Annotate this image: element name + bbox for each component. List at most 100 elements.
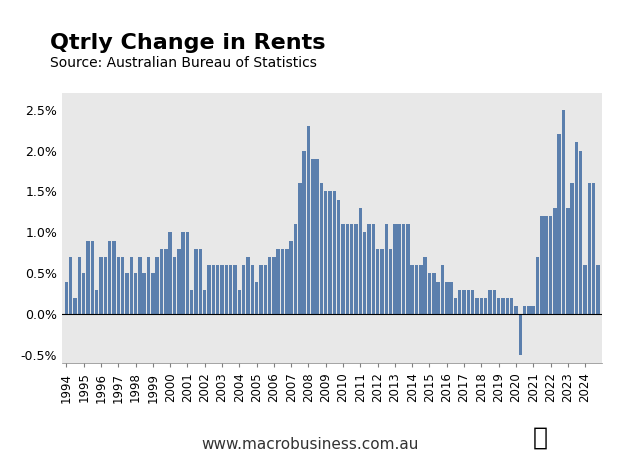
Bar	[194, 249, 198, 315]
Bar	[91, 240, 94, 315]
Bar	[207, 265, 211, 315]
Text: MACRO: MACRO	[503, 35, 578, 54]
Bar	[117, 257, 120, 315]
Bar	[363, 233, 366, 315]
Bar	[263, 265, 267, 315]
Bar	[579, 151, 582, 315]
Bar	[514, 306, 518, 315]
Bar	[523, 306, 527, 315]
Bar	[320, 183, 323, 315]
Bar	[519, 315, 522, 355]
Bar	[458, 290, 461, 315]
Bar	[410, 265, 414, 315]
Bar	[104, 257, 107, 315]
Bar	[545, 216, 548, 315]
Bar	[432, 274, 435, 315]
Bar	[112, 240, 116, 315]
Bar	[125, 274, 129, 315]
Bar	[333, 192, 336, 315]
Bar	[450, 281, 453, 315]
Bar	[168, 233, 172, 315]
Bar	[86, 240, 90, 315]
Bar	[190, 290, 194, 315]
Bar	[380, 249, 384, 315]
Bar	[384, 224, 388, 315]
Bar	[151, 274, 155, 315]
Bar	[540, 216, 543, 315]
Bar	[281, 249, 284, 315]
Bar	[246, 257, 250, 315]
Bar	[592, 183, 596, 315]
Bar	[212, 265, 215, 315]
Bar	[415, 265, 419, 315]
Bar	[177, 249, 181, 315]
Bar	[337, 199, 340, 315]
Bar	[596, 265, 600, 315]
Bar	[587, 183, 591, 315]
Bar	[342, 224, 345, 315]
Bar	[397, 224, 401, 315]
Bar	[315, 159, 319, 315]
Bar	[181, 233, 185, 315]
Bar	[376, 249, 379, 315]
Bar	[354, 224, 358, 315]
Bar	[583, 265, 587, 315]
Bar	[505, 298, 509, 315]
Bar	[147, 257, 150, 315]
Bar	[367, 224, 371, 315]
Bar	[428, 274, 431, 315]
Text: www.macrobusiness.com.au: www.macrobusiness.com.au	[202, 437, 419, 452]
Bar	[233, 265, 237, 315]
Bar	[302, 151, 306, 315]
Bar	[276, 249, 280, 315]
Bar	[164, 249, 168, 315]
Bar	[130, 257, 133, 315]
Bar	[350, 224, 353, 315]
Text: Qtrly Change in Rents: Qtrly Change in Rents	[50, 33, 325, 53]
Bar	[324, 192, 327, 315]
Bar	[492, 290, 496, 315]
Bar	[285, 249, 289, 315]
Bar	[445, 281, 448, 315]
Bar	[173, 257, 176, 315]
Bar	[527, 306, 530, 315]
Bar	[371, 224, 375, 315]
Bar	[566, 208, 569, 315]
Bar	[454, 298, 457, 315]
Bar	[424, 257, 427, 315]
Text: Source: Australian Bureau of Statistics: Source: Australian Bureau of Statistics	[50, 56, 317, 70]
Bar	[250, 265, 254, 315]
Bar	[289, 240, 293, 315]
Bar	[82, 274, 86, 315]
Bar	[497, 298, 501, 315]
Bar	[294, 224, 297, 315]
Bar	[311, 159, 314, 315]
Bar	[65, 281, 68, 315]
Bar	[307, 126, 310, 315]
Bar	[203, 290, 206, 315]
Bar	[238, 290, 241, 315]
Bar	[536, 257, 539, 315]
Bar	[99, 257, 102, 315]
Bar	[479, 298, 483, 315]
Bar	[268, 257, 271, 315]
Bar	[259, 265, 263, 315]
Bar	[419, 265, 422, 315]
Bar	[78, 257, 81, 315]
Bar	[216, 265, 219, 315]
Bar	[471, 290, 474, 315]
Bar	[549, 216, 552, 315]
Bar	[220, 265, 224, 315]
Bar	[466, 290, 470, 315]
Bar	[389, 249, 392, 315]
Bar	[553, 208, 556, 315]
Bar	[562, 110, 565, 315]
Bar	[393, 224, 397, 315]
Bar	[462, 290, 466, 315]
Text: 🐺: 🐺	[533, 426, 548, 450]
Bar	[346, 224, 349, 315]
Bar	[570, 183, 574, 315]
Bar	[532, 306, 535, 315]
Bar	[242, 265, 245, 315]
Bar	[484, 298, 487, 315]
